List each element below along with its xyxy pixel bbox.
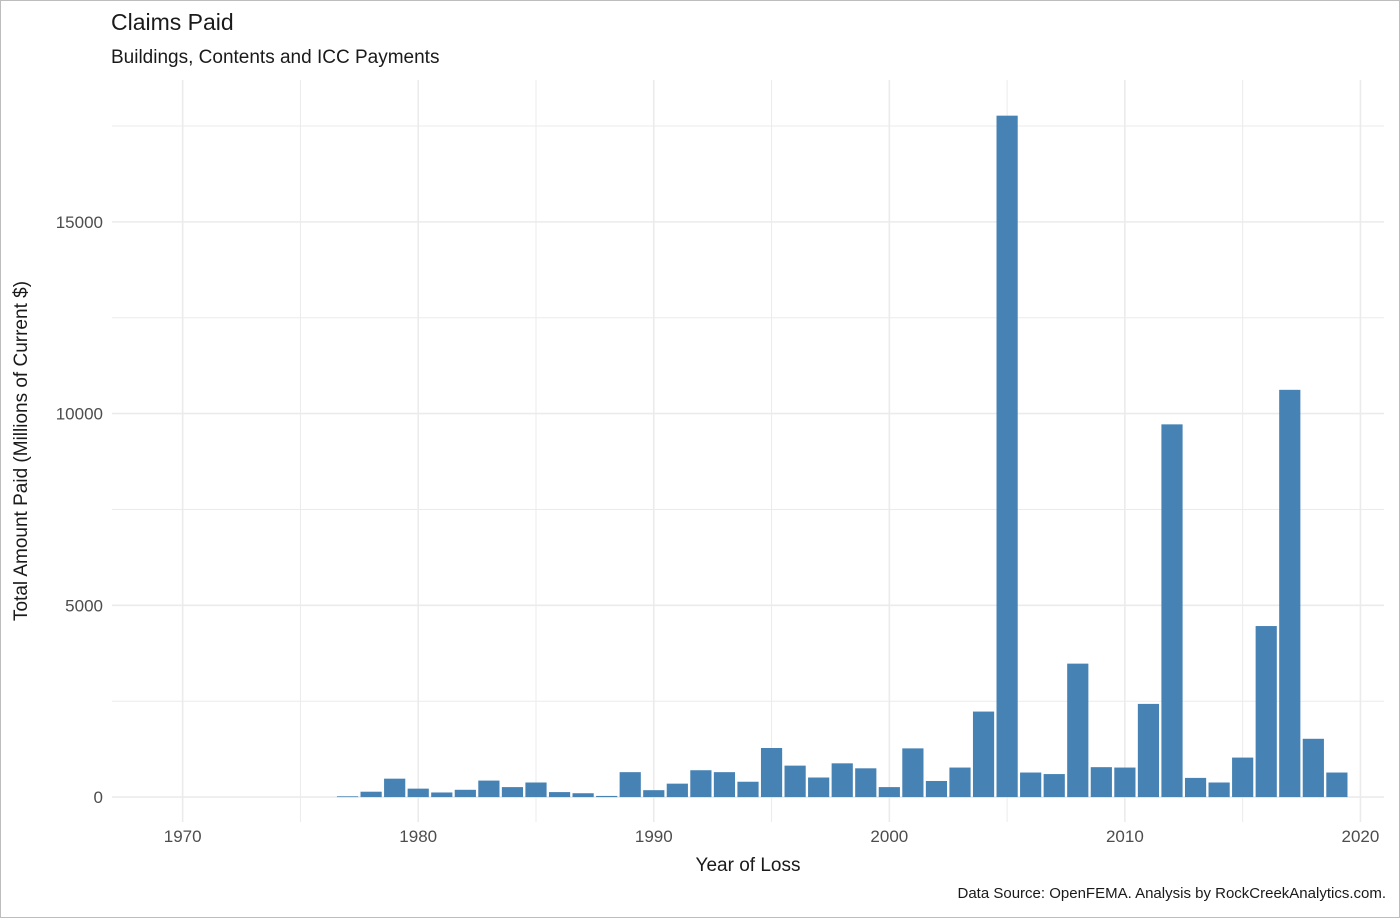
bar-2001 xyxy=(902,748,924,798)
bar-1987 xyxy=(572,793,594,798)
y-tick-labels: 0 5000 10000 15000 xyxy=(56,213,103,807)
y-tick-label: 0 xyxy=(94,788,103,807)
bar-2014 xyxy=(1208,782,1230,798)
bar-1988 xyxy=(596,795,618,798)
bar-2004 xyxy=(972,711,995,798)
bar-1996 xyxy=(784,765,806,798)
x-axis-title: Year of Loss xyxy=(696,855,801,876)
bar-1992 xyxy=(690,770,712,798)
bar-2013 xyxy=(1184,777,1207,798)
bar-1989 xyxy=(619,772,641,798)
x-tick-label: 2010 xyxy=(1106,827,1144,846)
bar-1998 xyxy=(831,763,853,798)
x-tick-labels: 1970 1980 1990 2000 2010 2020 xyxy=(164,827,1380,846)
x-tick-label: 2000 xyxy=(870,827,908,846)
bar-1999 xyxy=(855,768,877,798)
y-tick-label: 5000 xyxy=(65,596,103,615)
bar-1997 xyxy=(808,777,830,798)
x-tick-label: 1990 xyxy=(635,827,673,846)
bar-2002 xyxy=(925,780,948,798)
bar-2018 xyxy=(1302,738,1324,798)
x-tick-label: 1970 xyxy=(164,827,202,846)
bar-2003 xyxy=(949,767,971,798)
bar-1978 xyxy=(360,791,382,798)
bar-1986 xyxy=(548,792,571,798)
x-tick-label: 1980 xyxy=(399,827,437,846)
bar-1979 xyxy=(384,778,406,798)
y-axis-title: Total Amount Paid (Millions of Current $… xyxy=(11,281,32,621)
bar-2016 xyxy=(1255,626,1277,798)
bar-1981 xyxy=(431,792,453,798)
bar-2010 xyxy=(1114,767,1136,798)
bar-2008 xyxy=(1067,663,1089,798)
data-source-caption: Data Source: OpenFEMA. Analysis by RockC… xyxy=(957,885,1387,902)
bar-2005 xyxy=(996,115,1018,798)
bar-1991 xyxy=(666,783,688,798)
y-tick-label: 10000 xyxy=(56,405,103,424)
bar-1990 xyxy=(643,790,665,798)
bar-1980 xyxy=(407,788,429,798)
minor-gridlines xyxy=(112,80,1384,822)
bar-2000 xyxy=(878,787,900,798)
bar-1994 xyxy=(737,781,759,798)
bar-2007 xyxy=(1043,774,1065,798)
bar-1985 xyxy=(525,782,547,798)
chart-title: Claims Paid xyxy=(111,9,234,35)
y-tick-label: 15000 xyxy=(56,213,103,232)
bar-2015 xyxy=(1232,757,1254,798)
bar-2019 xyxy=(1326,772,1348,798)
bar-2017 xyxy=(1279,389,1301,798)
bar-1984 xyxy=(501,787,524,798)
bar-2009 xyxy=(1090,767,1112,798)
bar-1983 xyxy=(478,780,500,798)
bar-1995 xyxy=(760,747,783,798)
bar-1977 xyxy=(336,796,359,798)
major-gridlines xyxy=(112,80,1384,822)
bar-2011 xyxy=(1137,703,1160,798)
chart-subtitle: Buildings, Contents and ICC Payments xyxy=(111,47,440,68)
bar-1982 xyxy=(454,789,476,798)
x-tick-label: 2020 xyxy=(1342,827,1380,846)
bar-2006 xyxy=(1020,772,1042,798)
bar-1993 xyxy=(713,772,736,798)
bars xyxy=(336,115,1348,798)
bar-2012 xyxy=(1161,424,1183,798)
